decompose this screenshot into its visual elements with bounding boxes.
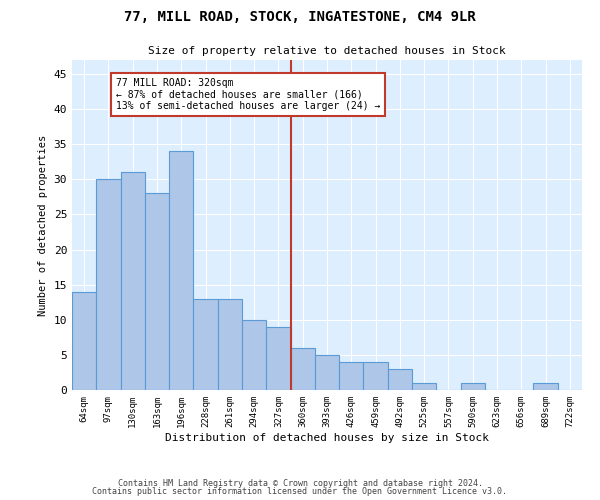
Bar: [145, 194, 169, 390]
Bar: [533, 383, 558, 390]
Bar: [461, 383, 485, 390]
Bar: [412, 383, 436, 390]
Bar: [290, 348, 315, 390]
Bar: [339, 362, 364, 390]
Text: Contains HM Land Registry data © Crown copyright and database right 2024.: Contains HM Land Registry data © Crown c…: [118, 478, 482, 488]
Title: Size of property relative to detached houses in Stock: Size of property relative to detached ho…: [148, 46, 506, 56]
Bar: [266, 327, 290, 390]
Bar: [96, 180, 121, 390]
Text: Contains public sector information licensed under the Open Government Licence v3: Contains public sector information licen…: [92, 487, 508, 496]
Bar: [315, 355, 339, 390]
Bar: [72, 292, 96, 390]
Bar: [169, 152, 193, 390]
Bar: [121, 172, 145, 390]
Text: 77 MILL ROAD: 320sqm
← 87% of detached houses are smaller (166)
13% of semi-deta: 77 MILL ROAD: 320sqm ← 87% of detached h…: [116, 78, 380, 111]
Bar: [242, 320, 266, 390]
Bar: [388, 369, 412, 390]
Y-axis label: Number of detached properties: Number of detached properties: [38, 134, 48, 316]
Bar: [218, 298, 242, 390]
X-axis label: Distribution of detached houses by size in Stock: Distribution of detached houses by size …: [165, 432, 489, 442]
Bar: [364, 362, 388, 390]
Text: 77, MILL ROAD, STOCK, INGATESTONE, CM4 9LR: 77, MILL ROAD, STOCK, INGATESTONE, CM4 9…: [124, 10, 476, 24]
Bar: [193, 298, 218, 390]
